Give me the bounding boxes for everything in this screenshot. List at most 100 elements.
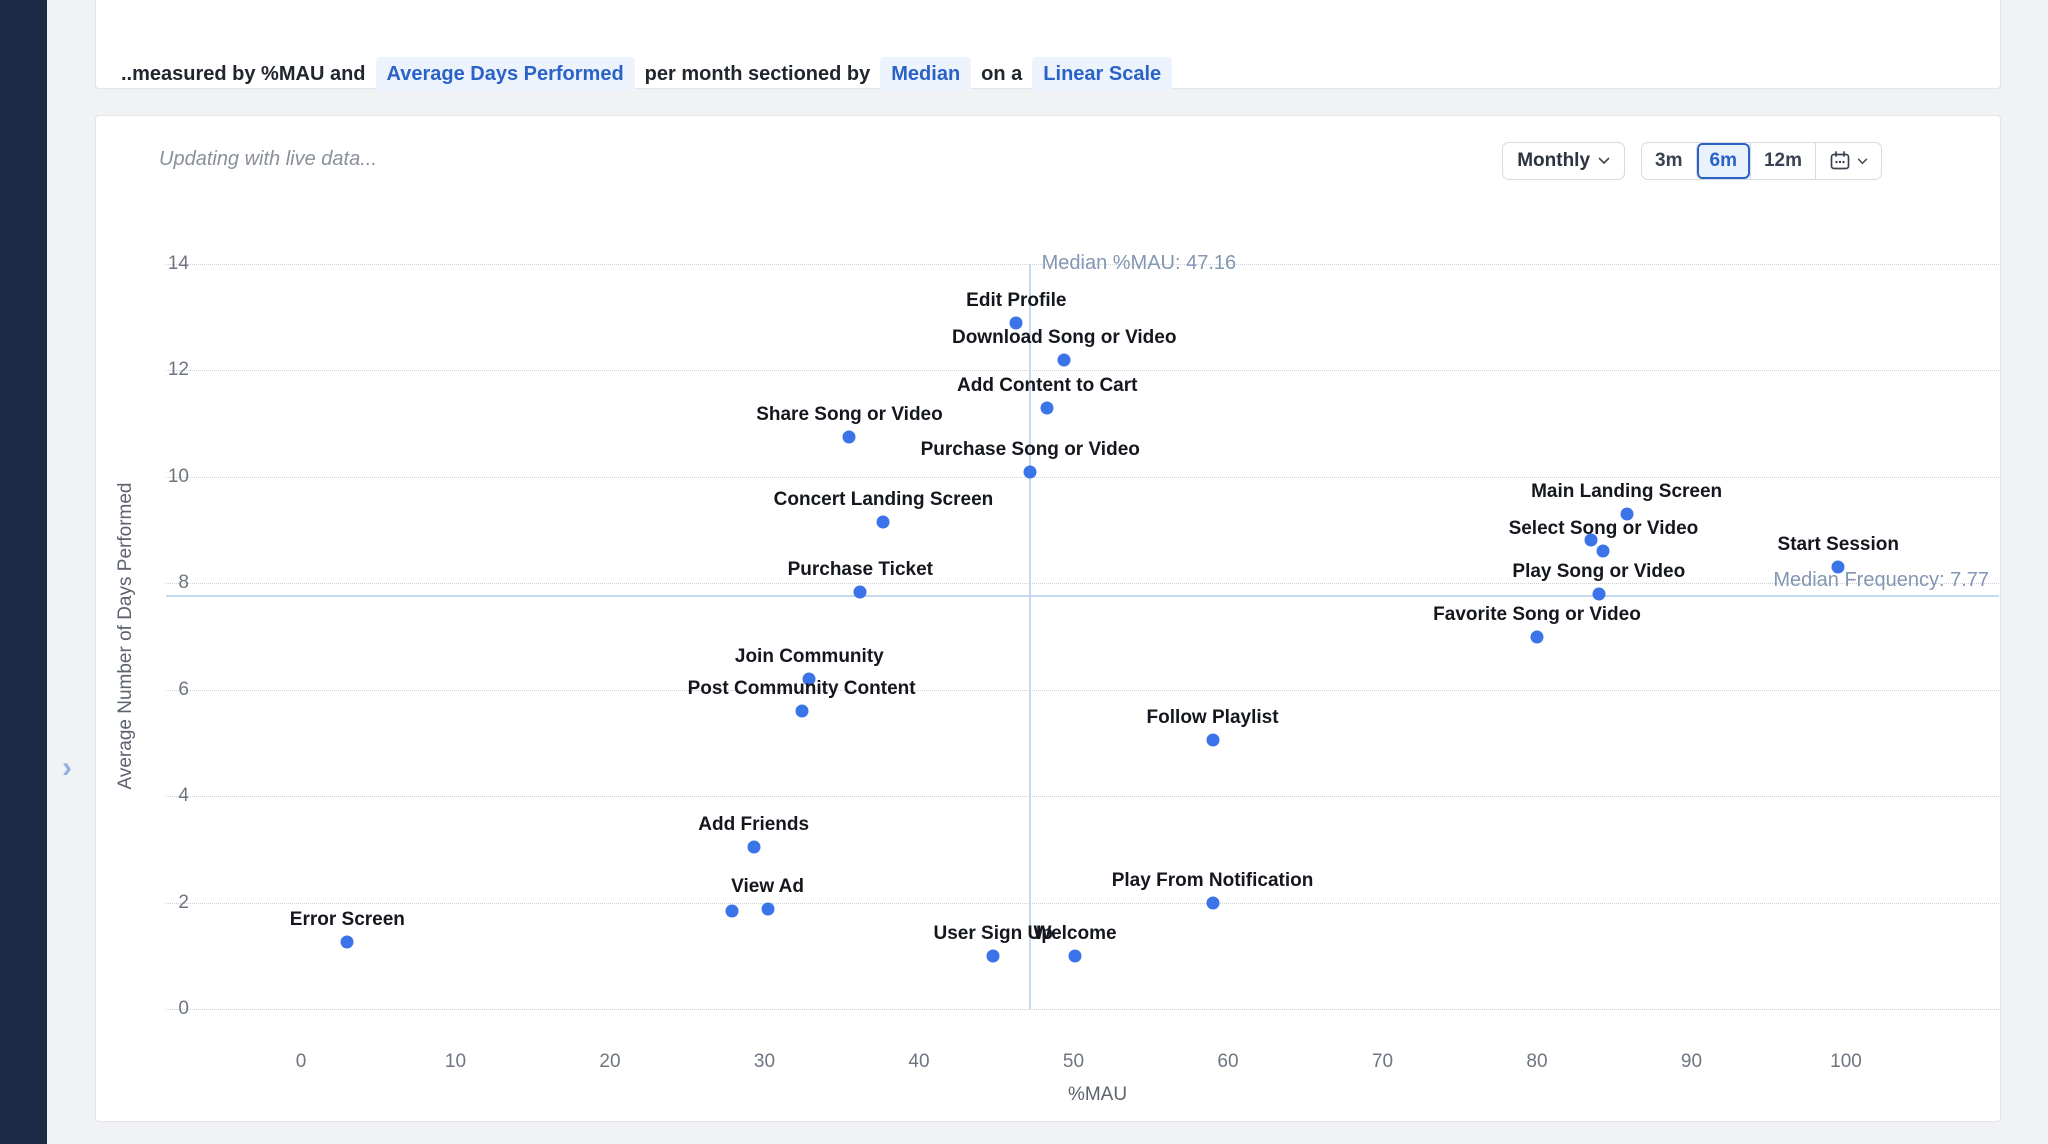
data-point[interactable] [761, 902, 775, 916]
y-axis-title: Average Number of Days Performed [115, 482, 136, 790]
data-point[interactable] [1584, 533, 1598, 547]
y-tick-label: 10 [167, 465, 189, 487]
y-tick-label: 14 [167, 253, 189, 275]
data-point-label: View Ad [731, 876, 805, 898]
x-tick-label: 30 [753, 1051, 776, 1072]
data-point[interactable] [1009, 316, 1023, 330]
data-point[interactable] [1040, 401, 1054, 415]
x-tick-label: 0 [295, 1051, 307, 1072]
measurement-definition-card: ..measured by %MAU and Average Days Perf… [95, 0, 2001, 92]
y-gridline [166, 583, 1999, 585]
y-tick-label: 4 [178, 785, 189, 807]
data-point-label: Post Community Content [687, 678, 916, 700]
data-point[interactable] [795, 704, 809, 718]
data-point-label: Welcome [1033, 922, 1117, 944]
data-point-label: Purchase Ticket [787, 559, 933, 581]
data-point[interactable] [725, 904, 739, 918]
data-point-label: Purchase Song or Video [920, 438, 1140, 460]
data-point-label: User Sign Up [933, 922, 1053, 944]
y-gridline [166, 370, 1999, 372]
data-point-label: Error Screen [289, 909, 405, 931]
median-mau-label: Median %MAU: 47.16 [1041, 252, 1237, 275]
data-point-label: Concert Landing Screen [773, 489, 994, 511]
data-point-label: Select Song or Video [1508, 518, 1699, 540]
data-point-label: Play Song or Video [1512, 560, 1686, 582]
y-gridline [166, 264, 1999, 266]
data-point[interactable] [1206, 896, 1220, 910]
y-gridline [166, 1009, 1999, 1010]
chart-card: Updating with live data... Monthly 3m 6m… [95, 115, 2001, 1122]
x-tick-label: 50 [1062, 1051, 1085, 1072]
x-tick-label: 80 [1526, 1051, 1548, 1072]
data-point[interactable] [876, 515, 890, 529]
x-tick-label: 20 [599, 1051, 621, 1072]
data-point-label: Follow Playlist [1146, 707, 1279, 729]
range-6m-button[interactable]: 6m [1695, 143, 1750, 179]
range-button-group: 3m 6m 12m [1641, 142, 1882, 180]
granularity-label: Monthly [1517, 150, 1591, 171]
y-tick-label: 6 [178, 678, 189, 700]
data-point-label: Download Song or Video [951, 326, 1177, 348]
sidebar-expand-chevron-icon[interactable]: › [62, 751, 72, 784]
calendar-icon [1830, 151, 1850, 170]
sectioned-by-text: per month sectioned by [644, 62, 871, 85]
scatter-plot-area: Average Number of Days Performed %MAU 0 2… [96, 116, 2000, 1121]
live-data-status: Updating with live data... [159, 148, 377, 170]
data-point-label: Add Content to Cart [956, 374, 1138, 396]
data-point-label: Join Community [734, 646, 884, 668]
chart-controls: Monthly 3m 6m 12m [1502, 142, 1882, 180]
measurement-row: ..measured by %MAU and Average Days Perf… [121, 56, 1173, 92]
y-gridline [166, 902, 1999, 904]
data-point[interactable] [842, 430, 856, 444]
chevron-down-icon [1857, 158, 1868, 164]
granularity-dropdown[interactable]: Monthly [1502, 142, 1626, 180]
data-point[interactable] [802, 672, 816, 686]
data-point-label: Start Session [1777, 534, 1899, 556]
data-point-label: Add Friends [698, 813, 810, 835]
data-point[interactable] [1596, 544, 1610, 558]
section-method-pill[interactable]: Median [880, 56, 972, 92]
data-point[interactable] [1831, 560, 1845, 574]
data-point[interactable] [1206, 733, 1220, 747]
data-point[interactable] [853, 585, 867, 599]
left-sidebar [0, 0, 47, 1144]
data-point[interactable] [1592, 587, 1606, 601]
data-point[interactable] [340, 935, 354, 949]
x-tick-label: 70 [1371, 1051, 1394, 1072]
data-point-label: Edit Profile [966, 289, 1067, 311]
on-a-text: on a [981, 62, 1023, 85]
x-tick-label: 100 [1830, 1051, 1862, 1072]
measured-by-text: ..measured by %MAU and [121, 62, 366, 85]
x-tick-label: 60 [1217, 1051, 1239, 1072]
data-point[interactable] [986, 949, 1000, 963]
range-3m-button[interactable]: 3m [1655, 150, 1683, 171]
date-range-calendar-button[interactable] [1815, 143, 1881, 179]
data-point[interactable] [747, 840, 761, 854]
data-point[interactable] [1068, 949, 1082, 963]
data-point-label: Share Song or Video [756, 403, 943, 425]
x-tick-label: 40 [908, 1051, 930, 1072]
y-gridline [166, 689, 1999, 691]
y-tick-label: 8 [178, 572, 189, 594]
median-frequency-label: Median Frequency: 7.77 [1773, 568, 1989, 591]
data-point[interactable] [1620, 507, 1634, 521]
chevron-down-icon [1598, 157, 1610, 165]
median-frequency-line [166, 594, 1999, 597]
x-tick-label: 90 [1680, 1051, 1703, 1072]
y-gridline [166, 476, 1999, 478]
y-tick-label: 2 [178, 891, 189, 913]
data-point[interactable] [1530, 630, 1544, 644]
y-tick-label: 0 [178, 998, 189, 1019]
x-axis-title: %MAU [1067, 1084, 1128, 1105]
y-tick-label: 12 [167, 359, 189, 381]
median-mau-line [1028, 264, 1031, 1009]
y-gridline [166, 796, 1999, 798]
range-12m-button[interactable]: 12m [1749, 143, 1815, 179]
scale-pill[interactable]: Linear Scale [1032, 56, 1173, 92]
data-point[interactable] [1023, 465, 1037, 479]
data-point-label: Play From Notification [1111, 869, 1314, 891]
metric-pill[interactable]: Average Days Performed [375, 56, 635, 92]
x-tick-label: 10 [444, 1051, 467, 1072]
data-point[interactable] [1057, 353, 1071, 367]
